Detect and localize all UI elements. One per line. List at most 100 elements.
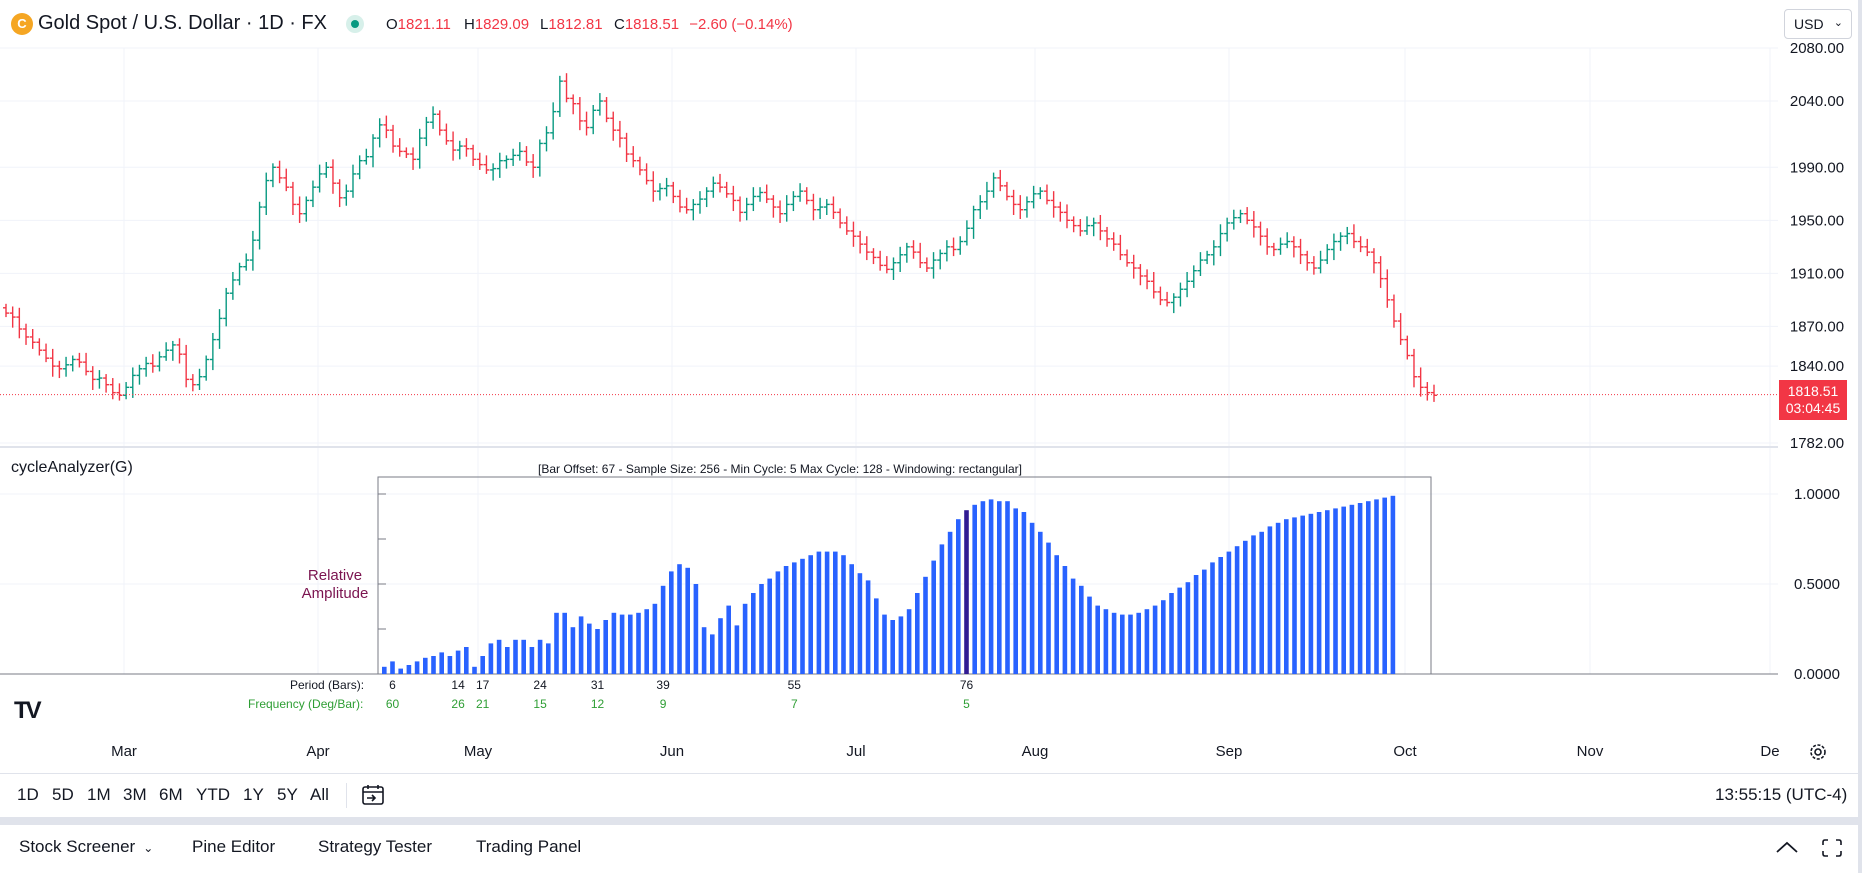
tab-stock-screener[interactable]: Stock Screener ⌄ bbox=[19, 837, 153, 857]
ohlc-bar bbox=[1397, 313, 1404, 345]
amplitude-bar bbox=[1234, 546, 1240, 674]
collapse-panel-icon[interactable] bbox=[1775, 839, 1799, 855]
amplitude-bar bbox=[701, 627, 707, 674]
ohlc-bar bbox=[209, 332, 216, 371]
range-button[interactable]: All bbox=[310, 785, 329, 804]
ohlc-bar bbox=[1237, 209, 1244, 223]
ohlc-bar bbox=[550, 102, 557, 140]
frequency-value: 12 bbox=[590, 697, 605, 711]
currency-select[interactable]: USD ⌄ bbox=[1784, 9, 1852, 39]
ohlc-close-value: 1818.51 bbox=[624, 16, 680, 33]
ohlc-bar bbox=[977, 195, 984, 219]
ohlc-bar bbox=[183, 344, 190, 388]
ohlc-bar bbox=[923, 257, 930, 273]
period-value: 76 bbox=[959, 678, 974, 692]
maximize-panel-icon[interactable] bbox=[1821, 838, 1843, 858]
amplitude-bar bbox=[382, 666, 387, 674]
gold-coin-icon[interactable]: C bbox=[11, 13, 33, 35]
range-button[interactable]: 3M bbox=[123, 785, 147, 804]
amplitude-bar bbox=[660, 585, 666, 674]
market-open-icon[interactable] bbox=[346, 15, 364, 33]
amplitude-bar bbox=[956, 519, 961, 674]
range-button[interactable]: 1D bbox=[17, 785, 39, 804]
ohlc-bar bbox=[676, 189, 683, 213]
frequency-value: 5 bbox=[963, 697, 970, 711]
ohlc-bar bbox=[430, 106, 437, 129]
ohlc-bar bbox=[223, 287, 230, 327]
amplitude-bar bbox=[734, 625, 740, 674]
calendar-goto-icon[interactable] bbox=[361, 783, 386, 807]
time-axis-label: Jul bbox=[846, 743, 866, 760]
amplitude-bar bbox=[1054, 555, 1059, 674]
range-button[interactable]: YTD bbox=[196, 785, 230, 804]
ohlc-bar bbox=[656, 183, 663, 201]
amplitude-bar bbox=[964, 510, 969, 674]
ohlc-bar bbox=[356, 155, 363, 180]
ohlc-bar bbox=[1424, 382, 1431, 401]
ohlc-bar bbox=[1110, 232, 1117, 251]
range-button[interactable]: 5Y bbox=[277, 785, 298, 804]
ohlc-open-key: O bbox=[386, 16, 398, 33]
ohlc-bar bbox=[1164, 291, 1171, 307]
window-edge bbox=[1858, 0, 1862, 873]
amplitude-bar bbox=[1275, 522, 1281, 674]
range-button[interactable]: 5D bbox=[52, 785, 74, 804]
range-button[interactable]: 1M bbox=[87, 785, 111, 804]
tab-trading-panel[interactable]: Trading Panel bbox=[476, 837, 582, 856]
ohlc-bar bbox=[750, 187, 757, 212]
tab-strategy-tester[interactable]: Strategy Tester bbox=[318, 837, 433, 856]
ohlc-low: L1812.81 bbox=[540, 16, 603, 33]
frequency-value: 7 bbox=[790, 697, 798, 711]
amplitude-bar bbox=[906, 609, 912, 674]
ohlc-bar bbox=[1037, 187, 1044, 200]
amplitude-bar bbox=[546, 643, 551, 674]
ohlc-bar bbox=[56, 360, 63, 379]
clock-timezone[interactable]: 13:55:15 (UTC-4) bbox=[1715, 785, 1848, 804]
ohlc-bar bbox=[1384, 269, 1391, 308]
ohlc-low-value: 1812.81 bbox=[548, 16, 603, 33]
amplitude-bar bbox=[1177, 587, 1182, 674]
ohlc-bar bbox=[690, 199, 697, 221]
tab-pine-editor[interactable]: Pine Editor bbox=[192, 837, 276, 856]
time-axis-label: Apr bbox=[306, 743, 330, 760]
gear-icon[interactable] bbox=[1808, 742, 1828, 762]
amplitude-bar bbox=[644, 609, 649, 674]
amplitude-bar bbox=[849, 564, 854, 674]
chevron-down-icon[interactable]: ⌄ bbox=[143, 841, 154, 855]
ohlc-bar bbox=[1077, 218, 1084, 237]
amplitude-bar bbox=[1087, 596, 1092, 674]
ohlc-bar bbox=[610, 111, 617, 141]
ohlc-bar bbox=[1257, 221, 1264, 246]
ohlc-bar bbox=[990, 172, 997, 198]
ohlc-bar bbox=[503, 155, 510, 169]
amplitude-axis-label: 0.0000 bbox=[1794, 666, 1840, 683]
amplitude-bar bbox=[669, 571, 674, 674]
ohlc-bar bbox=[1144, 269, 1151, 290]
ohlc-bar bbox=[89, 366, 96, 390]
ohlc-bar bbox=[1217, 224, 1224, 257]
ohlc-bar bbox=[817, 197, 824, 219]
amplitude-bar bbox=[1152, 605, 1158, 674]
range-button[interactable]: 1Y bbox=[243, 785, 264, 804]
frequency-value: 9 bbox=[659, 697, 667, 711]
ohlc-bar bbox=[590, 104, 597, 135]
ohlc-bar bbox=[63, 356, 70, 377]
ohlc-bar bbox=[1304, 250, 1311, 271]
range-button[interactable]: 6M bbox=[159, 785, 183, 804]
tradingview-logo-icon[interactable]: TV bbox=[14, 697, 42, 724]
ohlc-bar bbox=[930, 252, 937, 279]
ohlc-bar bbox=[650, 171, 657, 202]
amplitude-bar bbox=[718, 618, 723, 674]
indicator-title[interactable]: cycleAnalyzer(G) bbox=[11, 459, 133, 476]
amplitude-bar bbox=[488, 643, 494, 674]
amplitude-bar bbox=[677, 564, 682, 674]
symbol-title[interactable]: Gold Spot / U.S. Dollar · 1D · FX bbox=[38, 12, 327, 34]
ohlc-bar bbox=[1210, 240, 1217, 266]
amplitude-bar bbox=[783, 566, 789, 674]
amplitude-bar bbox=[406, 665, 412, 674]
amplitude-bar bbox=[988, 499, 994, 674]
ohlc-bar bbox=[636, 156, 643, 176]
ohlc-bar bbox=[630, 146, 637, 168]
amplitude-bar bbox=[759, 584, 764, 674]
